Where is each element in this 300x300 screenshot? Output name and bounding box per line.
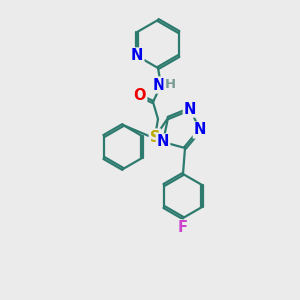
- Text: S: S: [150, 130, 160, 145]
- Text: N: N: [153, 77, 165, 92]
- Text: N: N: [131, 49, 143, 64]
- Text: H: H: [164, 79, 175, 92]
- Text: N: N: [184, 101, 196, 116]
- Text: N: N: [194, 122, 206, 137]
- Text: F: F: [178, 220, 188, 236]
- Text: O: O: [134, 88, 146, 104]
- Text: N: N: [157, 134, 169, 149]
